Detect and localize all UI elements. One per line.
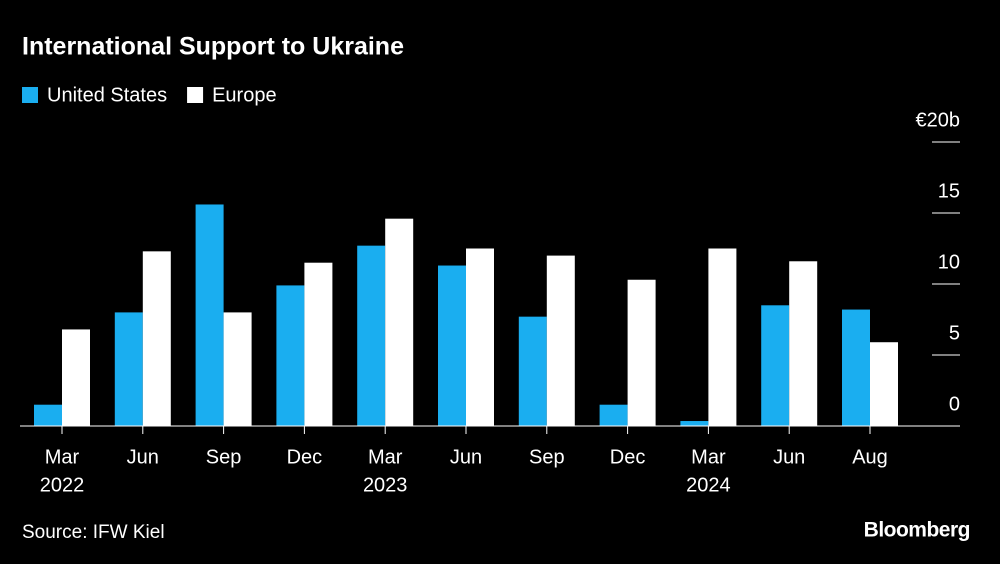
x-tick-label: Mar (368, 446, 403, 468)
bar (870, 342, 898, 426)
bar (438, 265, 466, 426)
x-tick-label: Sep (206, 446, 242, 468)
legend-swatch (187, 87, 204, 103)
x-tick-label: Mar (691, 446, 726, 468)
x-tick-label: Sep (529, 446, 565, 468)
y-tick-label: 10 (938, 251, 960, 273)
x-year-label: 2022 (40, 474, 85, 496)
y-tick-label: 5 (949, 322, 960, 344)
bar (62, 329, 90, 426)
bar (304, 262, 333, 426)
bar (708, 248, 737, 426)
bar (546, 255, 575, 426)
x-tick-label: Dec (287, 446, 323, 468)
chart-title: International Support to Ukraine (22, 33, 404, 61)
x-tick-label: Aug (852, 446, 888, 468)
bar (466, 248, 494, 426)
bar (34, 404, 62, 426)
bar (276, 285, 305, 426)
legend-swatch (22, 87, 38, 103)
bar (114, 312, 143, 426)
bar (789, 261, 818, 426)
bar (385, 218, 414, 426)
y-tick-label: €20b (916, 109, 961, 131)
x-tick-label: Jun (773, 446, 805, 468)
bar (680, 421, 709, 426)
x-tick-label: Jun (127, 446, 159, 468)
legend-label: Europe (212, 84, 277, 106)
bar (357, 245, 386, 426)
legend-label: United States (47, 84, 167, 106)
bar (599, 404, 628, 426)
source: Source: IFW Kiel (22, 522, 165, 543)
x-tick-label: Jun (450, 446, 482, 468)
bar (142, 251, 171, 426)
bar (223, 312, 252, 426)
bar (195, 204, 224, 426)
x-year-label: 2024 (686, 474, 731, 496)
bar (761, 305, 790, 426)
bar (518, 316, 547, 426)
y-tick-label: 0 (949, 393, 960, 415)
x-year-label: 2023 (363, 474, 408, 496)
brand: Bloomberg (864, 519, 970, 542)
x-tick-label: Mar (45, 446, 80, 468)
y-tick-label: 15 (938, 180, 960, 202)
bar (842, 309, 870, 426)
x-tick-label: Dec (610, 446, 646, 468)
bar (627, 279, 656, 426)
